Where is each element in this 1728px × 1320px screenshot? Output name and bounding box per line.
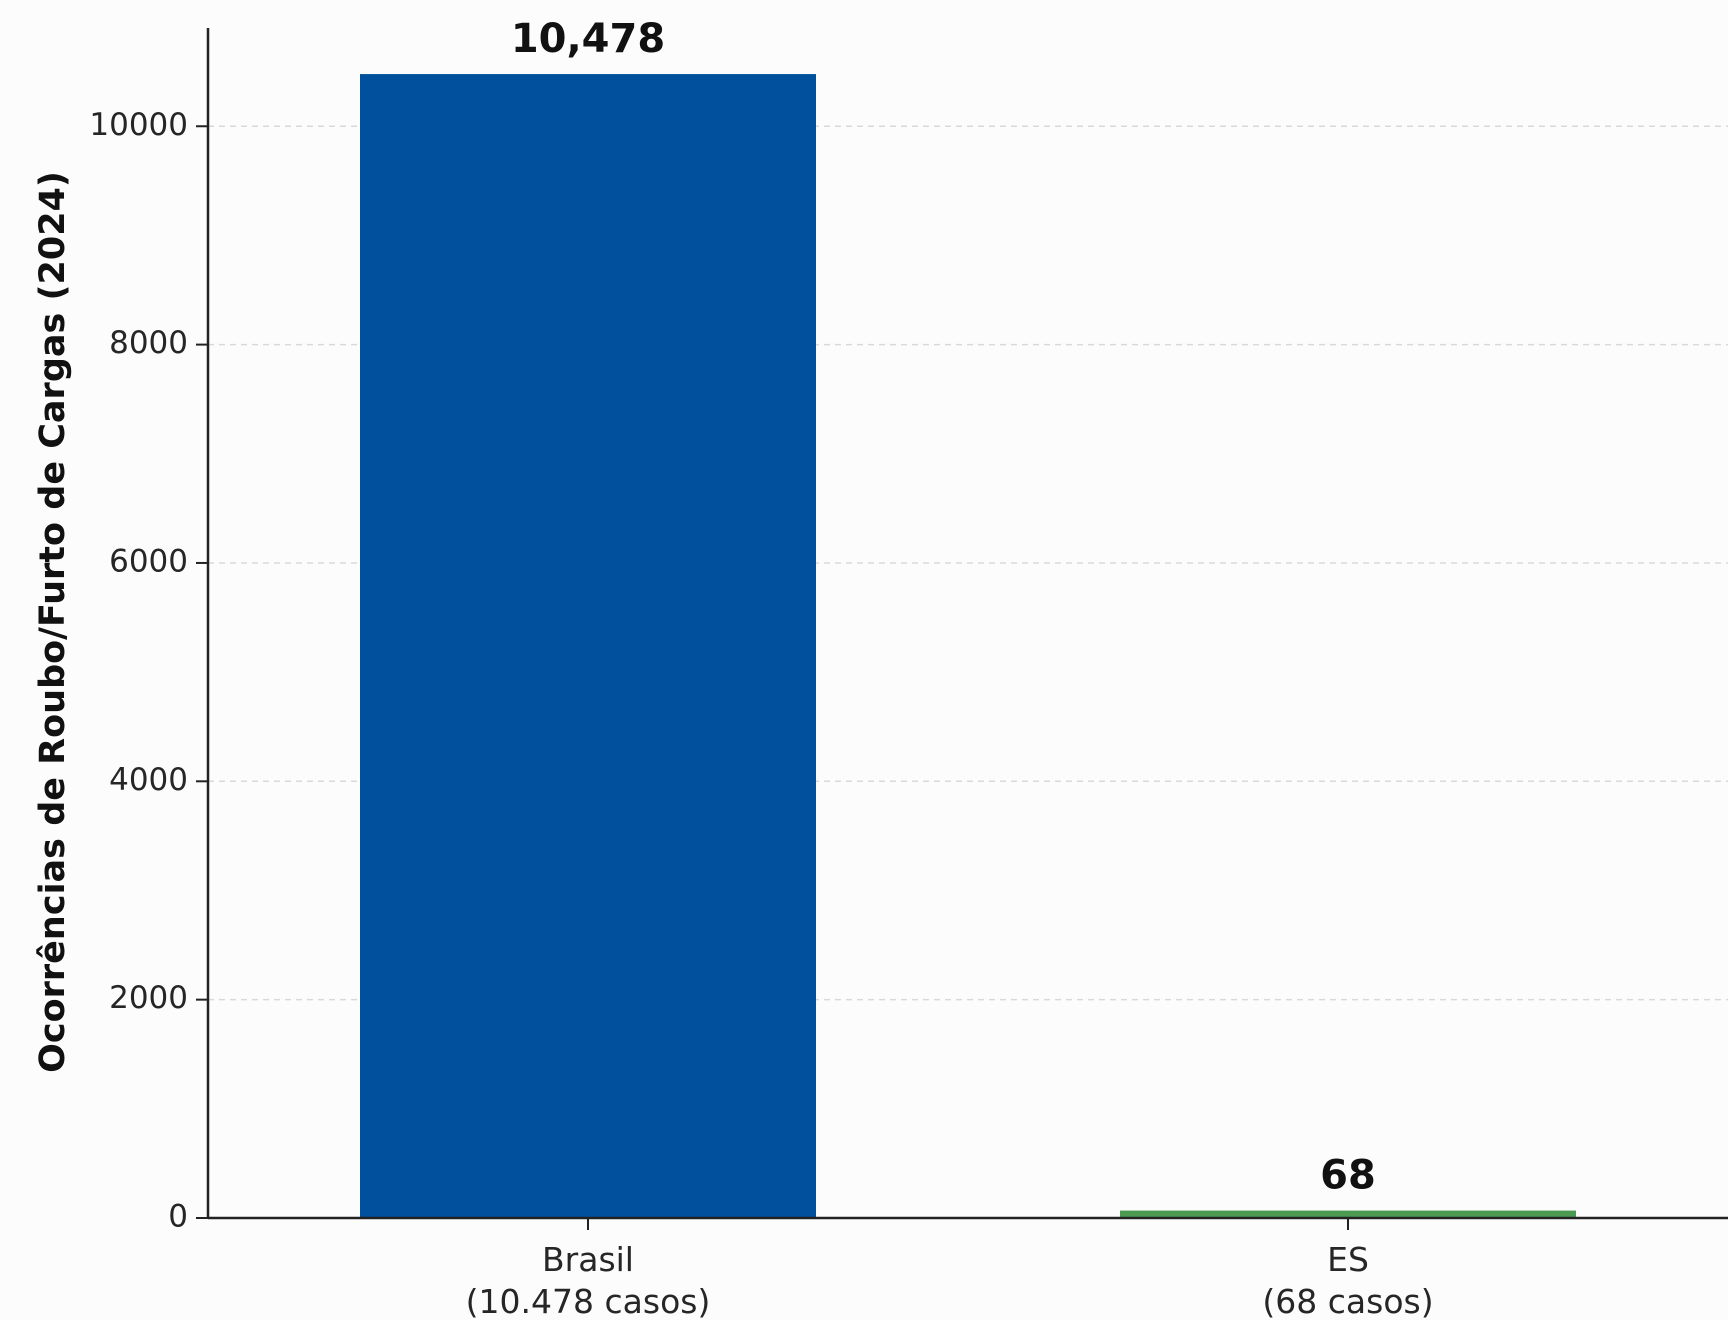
y-axis-title: Ocorrências de Roubo/Furto de Cargas (20… (33, 171, 73, 1073)
y-tick-label: 2000 (109, 980, 188, 1016)
x-tick-sublabel: (68 casos) (1262, 1282, 1433, 1320)
y-tick-label: 6000 (109, 543, 188, 579)
value-labels: 10,478 68 (511, 16, 1376, 1199)
x-tick-sublabel: (10.478 casos) (466, 1282, 711, 1320)
bar-es (1120, 1210, 1576, 1218)
x-ticks: Brasil(10.478 casos) ES(68 casos) (466, 1218, 1434, 1320)
value-label: 68 (1320, 1153, 1376, 1199)
y-ticks: 0 2000 4000 6000 8000 10000 (89, 107, 208, 1235)
y-tick-label: 0 (168, 1199, 188, 1235)
x-tick-label: Brasil (542, 1240, 634, 1279)
bar-brasil (360, 74, 816, 1219)
bars (360, 74, 1576, 1219)
x-tick-label: ES (1327, 1240, 1369, 1279)
y-tick-label: 10000 (89, 107, 188, 143)
value-label: 10,478 (511, 16, 665, 62)
axes (206, 28, 1728, 1220)
y-tick-label: 4000 (109, 762, 188, 798)
y-tick-label: 8000 (109, 325, 188, 361)
